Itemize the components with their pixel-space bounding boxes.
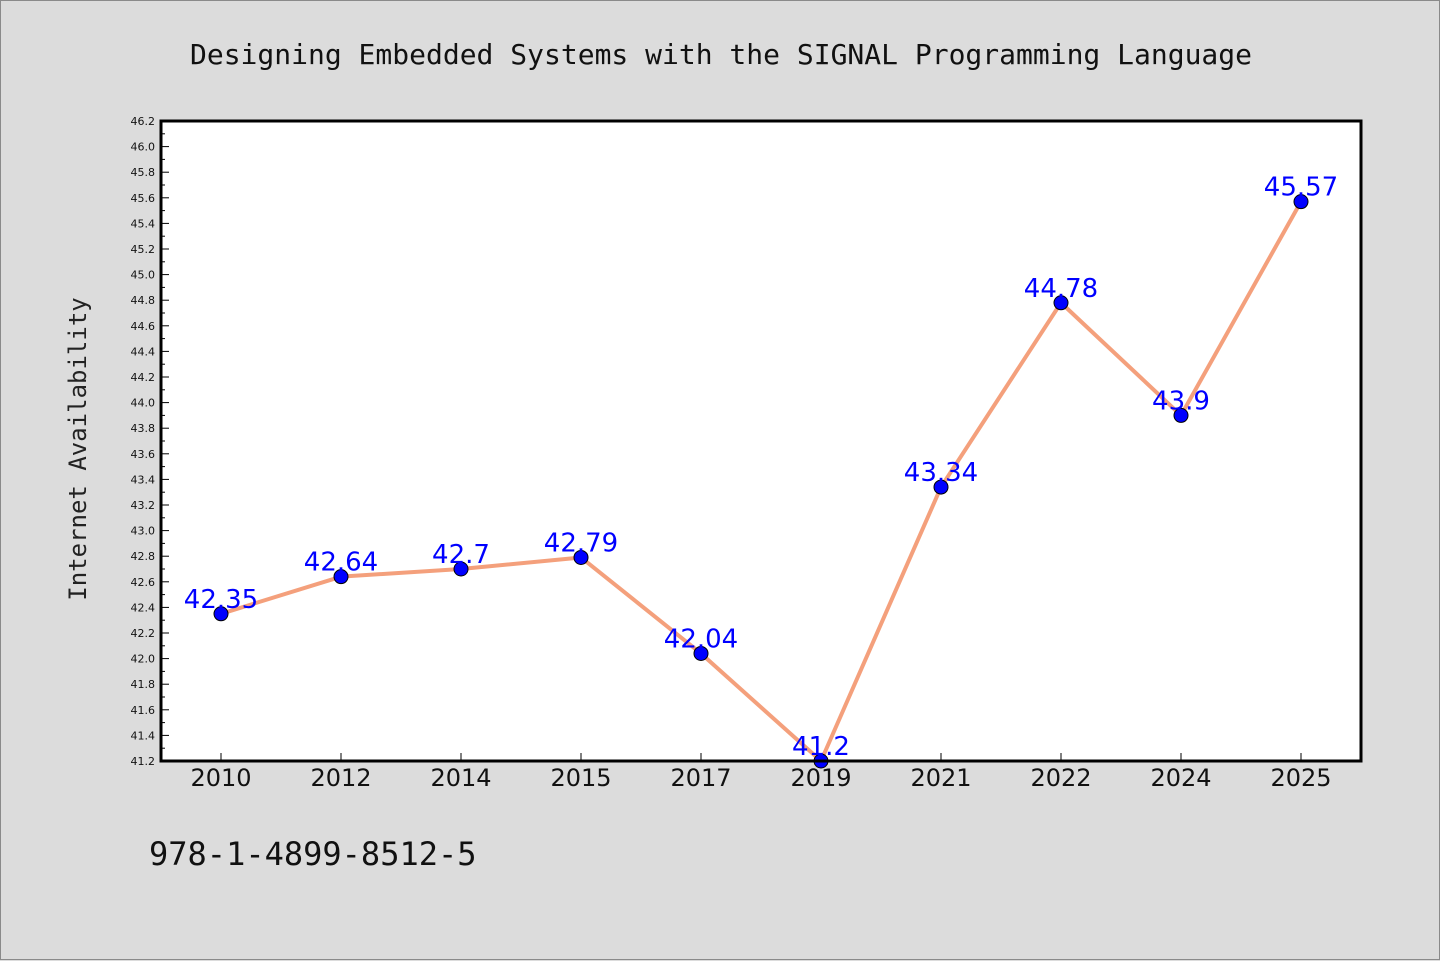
data-label: 42.04: [664, 624, 738, 654]
data-markers: [213, 194, 1309, 769]
y-tick-label: 43.8: [131, 422, 156, 435]
y-tick-label: 42.6: [131, 576, 156, 589]
y-tick-label: 45.6: [131, 192, 156, 205]
x-axis: 2010 2012 2014 2015 2017 2019 2021 2022 2024 2025: [190, 753, 1332, 792]
isbn-text: 978-1-4899-8512-5: [149, 835, 477, 873]
plot-area: [161, 121, 1361, 761]
x-tick-label: 2010: [190, 764, 251, 792]
x-tick-label: 2021: [910, 764, 971, 792]
series-line: [220, 200, 1303, 763]
y-tick-label: 45.0: [131, 269, 156, 282]
data-label: 44.78: [1024, 274, 1098, 304]
data-label: 42.7: [432, 540, 490, 570]
x-tick-label: 2022: [1030, 764, 1091, 792]
y-tick-label: 44.2: [131, 371, 156, 384]
y-tick-label: 45.8: [131, 166, 156, 179]
y-axis: 41.2 41.4 41.6 41.8 42.0 42.2 42.4 42.6 42.8 43.0…: [131, 115, 169, 768]
y-tick-label: 42.0: [131, 653, 156, 666]
y-tick-label: 45.4: [131, 217, 156, 230]
y-tick-label: 41.2: [131, 755, 156, 768]
y-tick-label: 43.0: [131, 525, 156, 538]
data-label: 43.9: [1152, 386, 1210, 416]
y-tick-label: 44.6: [131, 320, 156, 333]
chart-title: Designing Embedded Systems with the SIGN…: [190, 38, 1252, 71]
y-tick-label: 46.0: [131, 141, 156, 154]
y-tick-label: 43.4: [131, 473, 156, 486]
x-tick-label: 2015: [550, 764, 611, 792]
y-tick-label: 46.2: [131, 115, 156, 128]
data-label: 45.57: [1264, 173, 1338, 203]
y-axis-label: Internet Availability: [64, 297, 92, 600]
data-point: [933, 479, 949, 495]
x-tick-label: 2014: [430, 764, 491, 792]
x-tick-label: 2025: [1270, 764, 1331, 792]
data-label: 43.34: [904, 458, 978, 488]
data-point: [333, 569, 349, 585]
plot-border: [159, 119, 1363, 763]
y-tick-label: 44.0: [131, 397, 156, 410]
data-labels: 42.35 42.64 42.7 42.79 42.04 41.2 43.34 44.78 43…: [184, 173, 1338, 762]
y-tick-label: 42.2: [131, 627, 156, 640]
x-tick-label: 2012: [310, 764, 371, 792]
data-label: 42.35: [184, 585, 258, 615]
y-tick-label: 43.6: [131, 448, 156, 461]
data-point: [1173, 407, 1189, 423]
x-tick-label: 2024: [1150, 764, 1211, 792]
data-point: [1053, 295, 1069, 311]
x-tick-label: 2019: [790, 764, 851, 792]
data-label: 41.2: [792, 732, 850, 762]
data-label: 42.64: [304, 548, 378, 578]
x-tick-label: 2017: [670, 764, 731, 792]
y-tick-label: 45.2: [131, 243, 156, 256]
y-tick-label: 41.8: [131, 678, 156, 691]
y-tick-label: 44.8: [131, 294, 156, 307]
data-label: 42.79: [544, 528, 618, 558]
data-point: [693, 645, 709, 661]
data-point: [573, 549, 589, 565]
y-tick-label: 42.8: [131, 550, 156, 563]
y-tick-label: 42.4: [131, 601, 156, 614]
data-point: [213, 606, 229, 622]
data-point: [453, 561, 469, 577]
y-tick-label: 44.4: [131, 345, 156, 358]
data-point: [1293, 194, 1309, 210]
y-tick-label: 41.6: [131, 704, 156, 717]
y-tick-label: 41.4: [131, 729, 156, 742]
y-tick-label: 43.2: [131, 499, 156, 512]
